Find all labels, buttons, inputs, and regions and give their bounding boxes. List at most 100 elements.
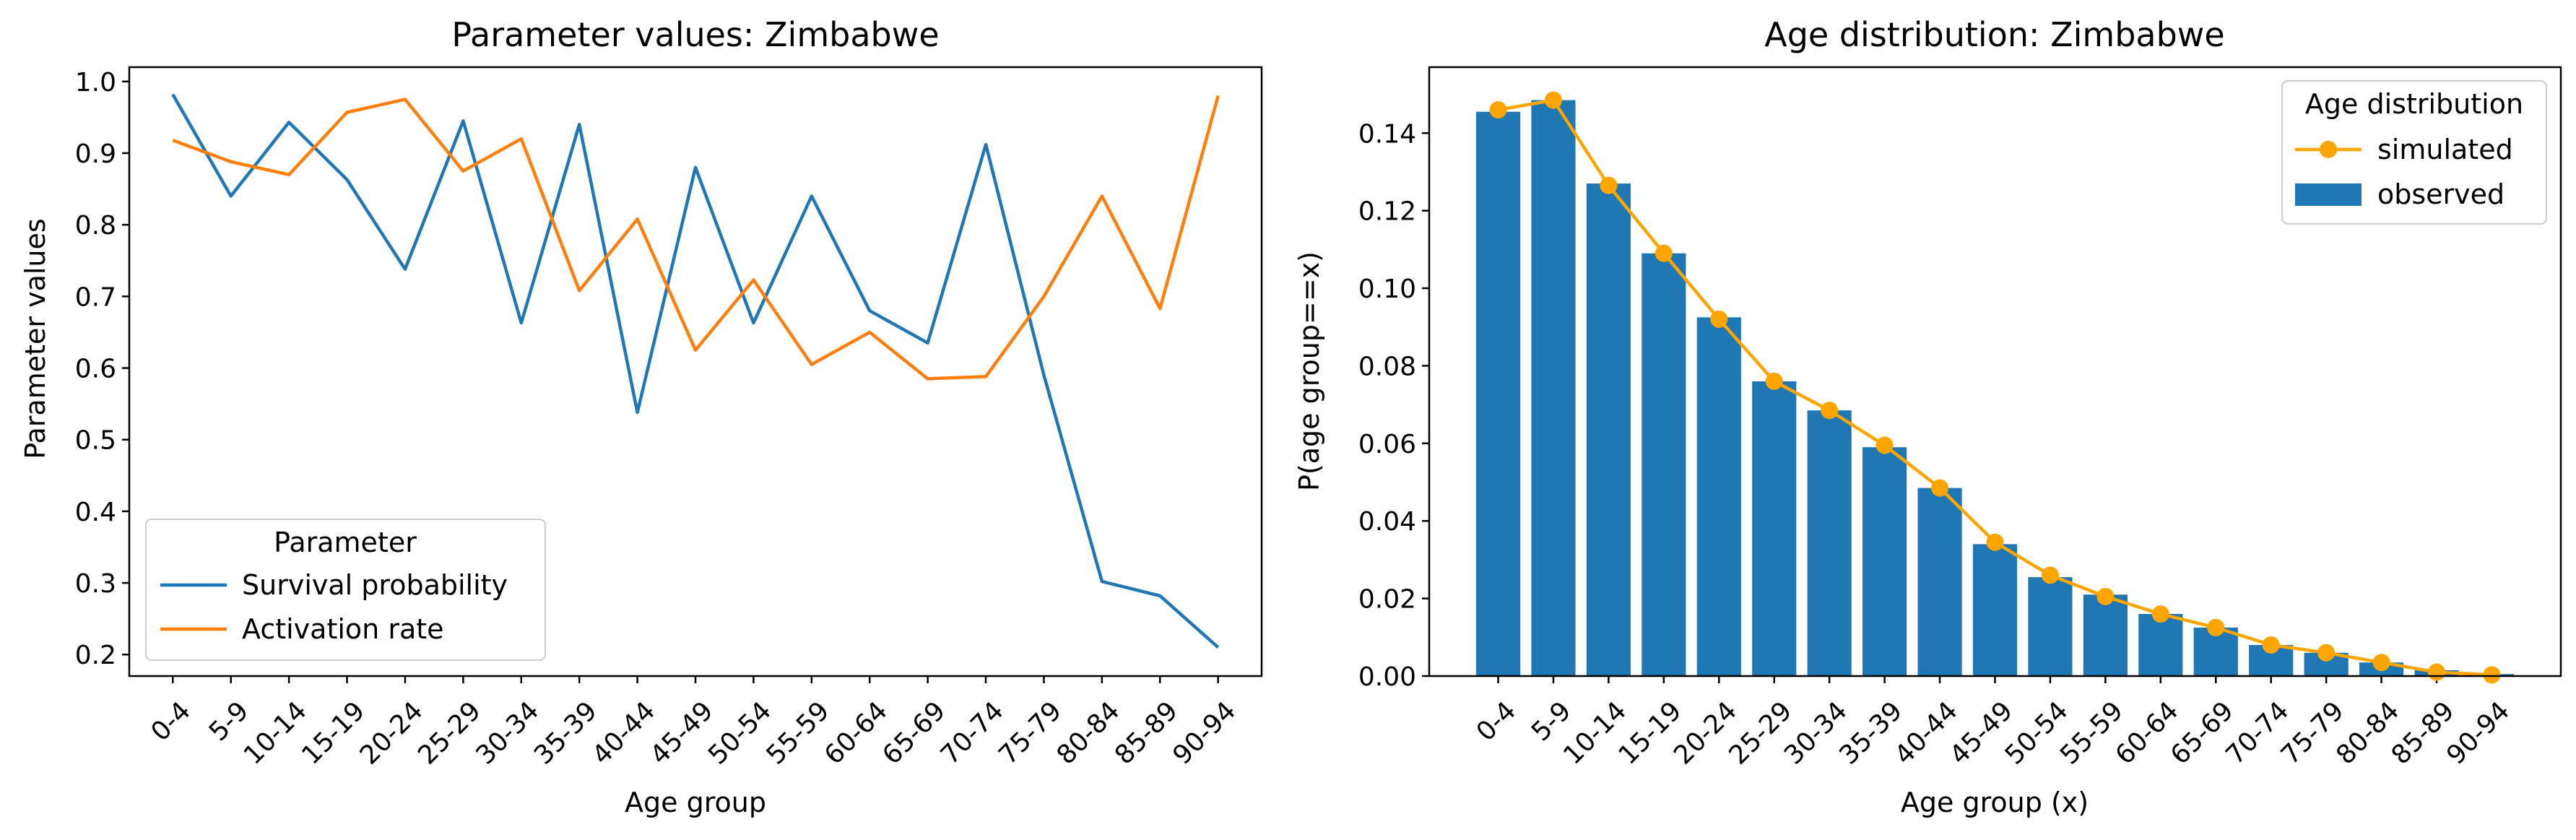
simulated-point — [2428, 663, 2446, 681]
legend-label-activation: Activation rate — [242, 613, 444, 645]
legend: Parameter Survival probability Activatio… — [145, 519, 546, 661]
bar — [1642, 253, 1686, 676]
bar — [1917, 488, 1962, 676]
x-tick-label: 70-74 — [2220, 696, 2294, 771]
simulated-point — [1710, 311, 1728, 329]
y-tick-label: 0.5 — [75, 426, 116, 456]
x-tick-label: 5-9 — [204, 696, 255, 748]
x-tick-label: 10-14 — [238, 696, 313, 771]
simulated-point — [2207, 618, 2225, 636]
simulated-point — [1655, 244, 1673, 262]
bar — [1862, 447, 1907, 676]
y-tick-label: 0.7 — [75, 282, 116, 312]
x-tick-label: 70-74 — [935, 696, 1010, 771]
bar — [1475, 111, 1521, 676]
simulated-point — [2262, 636, 2280, 654]
y-tick-label: 0.9 — [75, 139, 116, 169]
bar — [2083, 594, 2128, 676]
x-axis-label: Age group (x) — [1901, 787, 2089, 818]
y-tick-label: 0.06 — [1358, 430, 1416, 459]
x-tick-label: 85-89 — [1109, 696, 1184, 771]
legend: Age distribution simulated observed — [2281, 80, 2547, 225]
x-tick-label: 0-4 — [145, 696, 196, 748]
bar — [1696, 317, 1741, 676]
legend-label-simulated: simulated — [2377, 134, 2513, 165]
plot-marks — [1475, 91, 2515, 684]
parameter-values-chart: Parameter values: Zimbabwe Age group Par… — [19, 15, 1263, 818]
plot-frame — [1428, 66, 2562, 677]
x-tick-label: 10-14 — [1558, 696, 1632, 771]
x-tick-label: 25-29 — [1724, 696, 1798, 771]
y-tick-label: 0.08 — [1358, 352, 1416, 381]
x-tick-label: 55-59 — [761, 696, 836, 771]
y-axis-label: Parameter values — [19, 218, 51, 459]
series-line-0 — [171, 93, 1220, 649]
y-tick-label: 0.02 — [1358, 585, 1416, 615]
y-tick-label: 0.3 — [75, 569, 116, 599]
x-tick-label: 35-39 — [1834, 696, 1908, 771]
x-tick-label: 60-64 — [819, 696, 893, 771]
y-tick-label: 1.0 — [75, 68, 116, 98]
x-tick-label: 50-54 — [2000, 696, 2074, 771]
y-tick-label: 0.8 — [75, 211, 116, 241]
plot-marks — [171, 93, 1220, 649]
x-tick-label: 90-94 — [2441, 696, 2515, 771]
x-tick-label: 75-79 — [2276, 696, 2350, 771]
x-tick-label: 75-79 — [993, 696, 1067, 771]
legend-swatch-observed — [2295, 183, 2362, 206]
simulated-point — [1875, 436, 1894, 454]
x-tick-label: 20-24 — [355, 696, 429, 771]
x-tick-label: 20-24 — [1668, 696, 1743, 771]
x-tick-label: 80-84 — [2330, 696, 2405, 771]
x-tick-label: 90-94 — [1167, 696, 1241, 771]
simulated-point — [1600, 176, 1618, 194]
legend-box — [145, 519, 546, 661]
y-tick-label: 0.4 — [75, 498, 116, 527]
y-axis-label: P(age group==x) — [1293, 251, 1325, 491]
x-tick-label: 80-84 — [1051, 696, 1126, 771]
series-line-1 — [172, 95, 1220, 381]
simulated-point — [2151, 605, 2169, 623]
x-tick-label: 85-89 — [2386, 696, 2460, 771]
simulated-point — [1765, 372, 1783, 390]
x-tick-label: 30-34 — [471, 696, 545, 771]
x-tick-label: 30-34 — [1779, 696, 1853, 771]
x-tick-label: 25-29 — [412, 696, 487, 771]
bar — [1531, 100, 1576, 676]
x-tick-label: 35-39 — [529, 696, 603, 771]
bar — [2138, 614, 2183, 676]
x-tick-label: 60-64 — [2110, 696, 2185, 771]
x-axis-label: Age group — [625, 787, 766, 818]
bar — [1586, 183, 1631, 676]
y-tick-label: 0.2 — [75, 641, 116, 670]
bar — [2028, 577, 2073, 676]
x-tick-label: 15-19 — [1613, 696, 1688, 771]
x-tick-label: 45-49 — [1944, 696, 2018, 771]
x-tick-label: 65-69 — [877, 696, 951, 771]
simulated-point — [1821, 402, 1839, 420]
legend-label-survival: Survival probability — [242, 569, 508, 601]
x-tick-label: 65-69 — [2165, 696, 2239, 771]
x-tick-label: 0-4 — [1471, 696, 1522, 748]
simulated-point — [2041, 566, 2059, 584]
legend-label-observed: observed — [2377, 178, 2505, 210]
simulated-point — [1544, 91, 1562, 109]
bar — [1972, 544, 2018, 676]
x-tick-label: 15-19 — [296, 696, 370, 771]
x-tick-label: 40-44 — [1889, 696, 1964, 771]
simulated-point — [2096, 587, 2115, 605]
bar — [1807, 410, 1852, 676]
legend-swatch-simulated-marker — [2320, 141, 2337, 158]
x-tick-label: 45-49 — [645, 696, 719, 771]
y-tick-label: 0.14 — [1358, 119, 1416, 149]
y-tick-label: 0.6 — [75, 355, 116, 384]
bar — [1752, 381, 1797, 676]
x-tick-label: 40-44 — [586, 696, 661, 771]
chart-title: Age distribution: Zimbabwe — [1764, 15, 2224, 54]
simulated-point — [2483, 666, 2501, 684]
legend-title: Parameter — [274, 527, 417, 558]
legend-title: Age distribution — [2305, 88, 2523, 120]
y-tick-label: 0.00 — [1358, 662, 1416, 692]
simulated-point — [1986, 533, 2004, 551]
